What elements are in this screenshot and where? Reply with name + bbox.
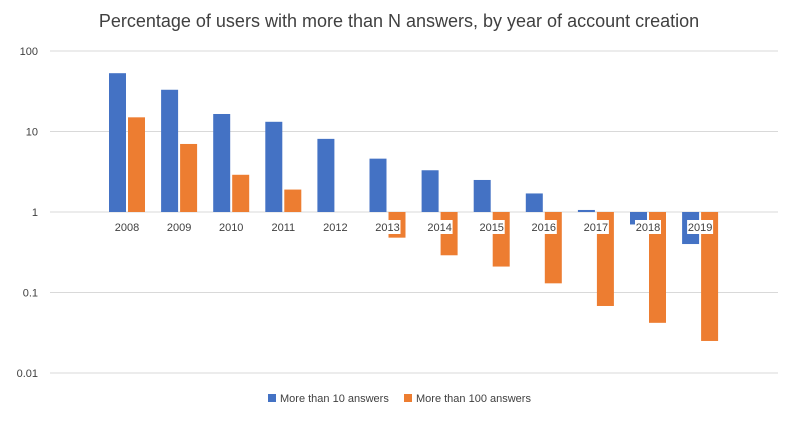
category-label-bg [322, 220, 349, 234]
category-label-bg [687, 220, 714, 234]
category-label-bg [635, 220, 661, 234]
bar-more-than-100-2017 [596, 212, 614, 306]
category-label: 2013 [375, 222, 399, 234]
category-label: 2016 [532, 222, 556, 234]
y-tick-label: 0.1 [23, 288, 38, 300]
bar-more-than-100-2018 [649, 212, 666, 323]
bar-more-than-10-2009 [161, 89, 179, 212]
bar-more-than-10-2013 [369, 158, 387, 212]
bars [109, 73, 719, 341]
gridlines [50, 50, 778, 374]
category-label: 2014 [427, 222, 451, 234]
bar-more-than-100-2008 [128, 117, 145, 212]
bar-more-than-10-2015 [473, 179, 491, 212]
category-label: 2010 [219, 222, 243, 234]
category-label: 2015 [479, 222, 503, 234]
category-label-bg [582, 220, 609, 234]
category-label: 2012 [323, 222, 347, 234]
category-label-bg [374, 220, 401, 234]
bar-more-than-10-2008 [109, 73, 126, 212]
bar-more-than-10-2014 [421, 170, 439, 212]
legend-swatch [404, 394, 412, 402]
y-tick-label: 100 [20, 46, 38, 58]
category-label: 2008 [115, 222, 139, 234]
legend: More than 10 answers More than 100 answer… [268, 393, 531, 405]
category-labels: 2008 2009 2010 2011 2012 2013 2014 2015 2016 2017… [114, 220, 714, 234]
bar-more-than-100-2010 [232, 174, 250, 212]
bar-more-than-10-2016 [525, 193, 543, 212]
bar-more-than-100-2011 [284, 189, 302, 212]
chart-title: Percentage of users with more than N ans… [99, 11, 699, 31]
category-label-bg [114, 220, 140, 234]
legend-swatch [268, 394, 276, 402]
category-label: 2009 [167, 222, 191, 234]
category-label-bg [270, 220, 297, 234]
bar-more-than-100-2019 [701, 212, 719, 341]
category-label: 2019 [688, 222, 712, 234]
y-tick-label: 1 [32, 207, 38, 219]
bar-more-than-100-2009 [180, 143, 198, 212]
bar-more-than-10-2010 [213, 113, 231, 212]
bar-more-than-10-2011 [265, 121, 283, 212]
category-label: 2011 [271, 222, 295, 234]
bar-more-than-10-2017 [577, 209, 595, 212]
bar-more-than-10-2012 [317, 138, 335, 212]
category-label-bg [218, 220, 245, 234]
category-label-bg [426, 220, 453, 234]
y-tick-label: 0.01 [17, 368, 38, 380]
y-axis-tick-labels: 100 10 1 0.1 0.01 [17, 46, 38, 380]
legend-label: More than 100 answers [416, 393, 531, 405]
category-label-bg [530, 220, 557, 234]
category-label: 2017 [584, 222, 608, 234]
category-label-bg [478, 220, 505, 234]
category-label-bg [166, 220, 193, 234]
y-tick-label: 10 [26, 127, 38, 139]
category-label: 2018 [636, 222, 660, 234]
legend-label: More than 10 answers [280, 393, 389, 405]
